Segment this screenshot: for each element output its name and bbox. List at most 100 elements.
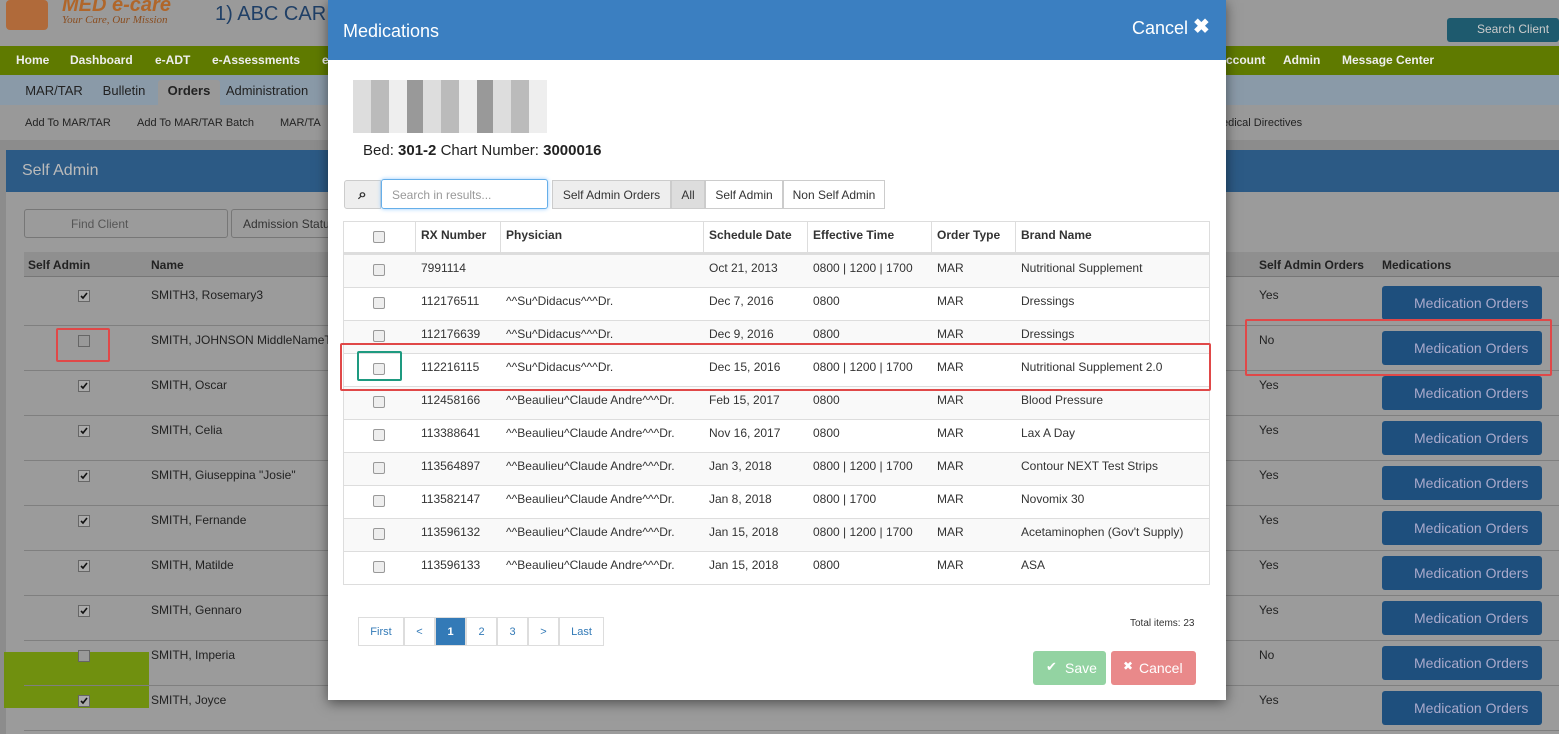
self-admin-checkbox[interactable]: [78, 425, 90, 437]
tab[interactable]: Bulletin: [102, 83, 146, 98]
cell: ^^Beaulieu^Claude Andre^^^Dr.: [506, 558, 675, 572]
cancel-button[interactable]: Cancel: [1111, 651, 1196, 685]
column-header: Brand Name: [1021, 228, 1092, 242]
filter-button[interactable]: All: [671, 180, 705, 209]
cell: Novomix 30: [1021, 492, 1085, 506]
medication-orders-button[interactable]: Medication Orders: [1382, 331, 1542, 365]
cell: ^^Beaulieu^Claude Andre^^^Dr.: [506, 426, 675, 440]
cell: MAR: [937, 327, 964, 341]
table-row: [344, 452, 1209, 485]
cell: 0800: [813, 558, 840, 572]
cell: Blood Pressure: [1021, 393, 1104, 407]
info-bed-label: Bed:: [363, 142, 399, 159]
subnav-link[interactable]: Add To MAR/TAR Batch: [137, 117, 254, 129]
self-admin-checkbox[interactable]: [78, 560, 90, 572]
nav-item[interactable]: e-Assessments: [212, 53, 301, 67]
self-admin-checkbox[interactable]: [78, 515, 90, 527]
nav-item[interactable]: ccount: [1226, 53, 1266, 67]
tab[interactable]: MAR/TAR: [25, 83, 83, 98]
self-admin-checkbox[interactable]: [78, 650, 90, 662]
cell: 0800: [813, 294, 840, 308]
nav-item[interactable]: Dashboard: [70, 53, 133, 67]
row-checkbox[interactable]: [373, 495, 385, 507]
nav-item[interactable]: Admin: [1283, 53, 1321, 67]
row-checkbox[interactable]: [373, 528, 385, 540]
cell: 0800: [813, 393, 840, 407]
client-name: SMITH, Fernande: [151, 513, 247, 527]
self-admin-checkbox[interactable]: [78, 470, 90, 482]
column-header: RX Number: [421, 228, 487, 242]
search-input[interactable]: Search in results...: [381, 179, 548, 209]
find-client-input[interactable]: Find Client: [24, 209, 228, 238]
row-checkbox[interactable]: [373, 363, 385, 375]
column-header: Schedule Date: [709, 228, 792, 242]
self-admin-checkbox[interactable]: [78, 605, 90, 617]
self-admin-checkbox[interactable]: [78, 335, 90, 347]
nav-item[interactable]: Home: [16, 53, 50, 67]
cell: 113564897: [421, 459, 481, 473]
cell: MAR: [937, 492, 964, 506]
medication-orders-button[interactable]: Medication Orders: [1382, 646, 1542, 680]
table-header-row: [343, 221, 1210, 254]
tab[interactable]: Administration: [225, 83, 309, 98]
cell: Nutritional Supplement: [1021, 261, 1143, 275]
pagination-button[interactable]: <: [404, 617, 435, 646]
self-admin-checkbox[interactable]: [78, 290, 90, 302]
info-chart: 3000016: [543, 142, 602, 159]
modal-close[interactable]: Cancel: [1132, 18, 1189, 38]
cell: 0800 | 1200 | 1700: [813, 459, 913, 473]
medication-orders-button[interactable]: Medication Orders: [1382, 421, 1542, 455]
pagination-button[interactable]: Last: [559, 617, 604, 646]
self-admin-orders: Yes: [1259, 693, 1279, 707]
pagination-button[interactable]: 1: [435, 617, 466, 646]
row-checkbox[interactable]: [373, 330, 385, 342]
nav-item[interactable]: Message Center: [1342, 53, 1435, 67]
self-admin-checkbox[interactable]: [78, 380, 90, 392]
pagination-button[interactable]: >: [528, 617, 559, 646]
pagination-button[interactable]: 3: [497, 617, 528, 646]
medication-orders-button[interactable]: Medication Orders: [1382, 601, 1542, 635]
cell: Dec 7, 2016: [709, 294, 774, 308]
cell: Jan 15, 2018: [709, 525, 779, 539]
subnav-link[interactable]: MAR/TA: [280, 117, 321, 129]
cell: MAR: [937, 261, 964, 275]
filter-button[interactable]: Self Admin Orders: [552, 180, 671, 209]
cell: Dressings: [1021, 294, 1075, 308]
column-header: Medications: [1382, 258, 1452, 272]
pagination-button[interactable]: 2: [466, 617, 497, 646]
table-row: [344, 419, 1209, 452]
admission-filter[interactable]: Admission Statu: [231, 209, 341, 238]
subnav-link[interactable]: edical Directives: [1222, 117, 1303, 129]
row-checkbox[interactable]: [373, 396, 385, 408]
self-admin-checkbox[interactable]: [78, 695, 90, 707]
row-checkbox[interactable]: [373, 264, 385, 276]
nav-item[interactable]: e-ADT: [155, 53, 191, 67]
cell: MAR: [937, 426, 964, 440]
row-checkbox[interactable]: [373, 561, 385, 573]
pagination-button[interactable]: First: [358, 617, 404, 646]
subnav-link[interactable]: Add To MAR/TAR: [25, 117, 111, 129]
save-button[interactable]: Save: [1033, 651, 1106, 685]
cell: MAR: [937, 525, 964, 539]
tab[interactable]: Orders: [158, 80, 220, 105]
table-row: [344, 353, 1209, 386]
search-client-button[interactable]: Search Client: [1447, 18, 1559, 42]
header-checkbox[interactable]: [373, 231, 385, 243]
cell: Dressings: [1021, 327, 1075, 341]
medication-orders-button[interactable]: Medication Orders: [1382, 691, 1542, 725]
client-name: SMITH, Giuseppina "Josie": [151, 468, 296, 482]
filter-button[interactable]: Non Self Admin: [783, 180, 885, 209]
filter-button[interactable]: Self Admin: [705, 180, 783, 209]
medication-orders-button[interactable]: Medication Orders: [1382, 556, 1542, 590]
client-name: SMITH3, Rosemary3: [151, 288, 264, 302]
medication-orders-button[interactable]: Medication Orders: [1382, 376, 1542, 410]
medication-orders-button[interactable]: Medication Orders: [1382, 466, 1542, 500]
panel-title: Self Admin: [22, 162, 99, 179]
cell: Nutritional Supplement 2.0: [1021, 360, 1163, 374]
nav-item[interactable]: e: [322, 53, 329, 67]
medication-orders-button[interactable]: Medication Orders: [1382, 286, 1542, 320]
medication-orders-button[interactable]: Medication Orders: [1382, 511, 1542, 545]
row-checkbox[interactable]: [373, 429, 385, 441]
row-checkbox[interactable]: [373, 462, 385, 474]
row-checkbox[interactable]: [373, 297, 385, 309]
